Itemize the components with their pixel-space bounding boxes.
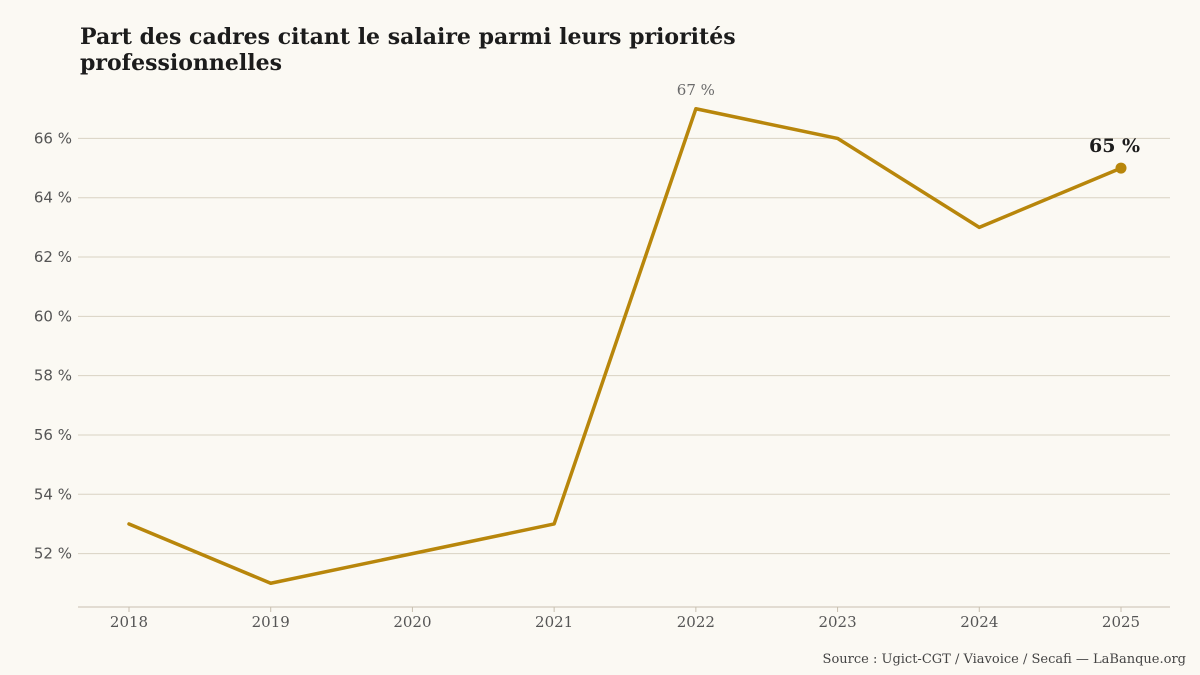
x-tick-label: 2019 [252, 613, 290, 631]
y-tick-label: 62 % [34, 248, 72, 266]
series-layer [127, 107, 1127, 586]
last-point-marker [1115, 162, 1127, 174]
annotations: 67 % 65 % [677, 81, 1140, 157]
source-note: Source : Ugict-CGT / Viavoice / Secafi —… [822, 652, 1186, 667]
y-tick-label: 60 % [34, 307, 72, 325]
y-axis-ticks: 52 % 54 % 56 % 58 % 60 % 62 % 64 % 66 % [34, 129, 72, 562]
x-tick-label: 2021 [535, 613, 573, 631]
x-axis: 2018 2019 2020 2021 2022 2023 2024 2025 [78, 606, 1170, 631]
peak-value-label: 67 % [677, 81, 715, 99]
x-tick-label: 2023 [818, 613, 856, 631]
x-tick-label: 2018 [110, 613, 148, 631]
y-tick-label: 56 % [34, 426, 72, 444]
x-tick-label: 2025 [1102, 613, 1140, 631]
y-tick-label: 54 % [34, 485, 72, 503]
series-line [127, 107, 1123, 586]
x-tick-label: 2024 [960, 613, 998, 631]
x-tick-label: 2020 [393, 613, 431, 631]
y-tick-label: 66 % [34, 129, 72, 147]
y-tick-label: 52 % [34, 545, 72, 563]
x-tick-label: 2022 [677, 613, 715, 631]
grid-lines [78, 137, 1170, 555]
chart-title: Part des cadres citant le salaire parmi … [80, 24, 736, 76]
y-tick-label: 64 % [34, 189, 72, 207]
last-value-label: 65 % [1089, 135, 1140, 157]
y-tick-label: 58 % [34, 367, 72, 385]
